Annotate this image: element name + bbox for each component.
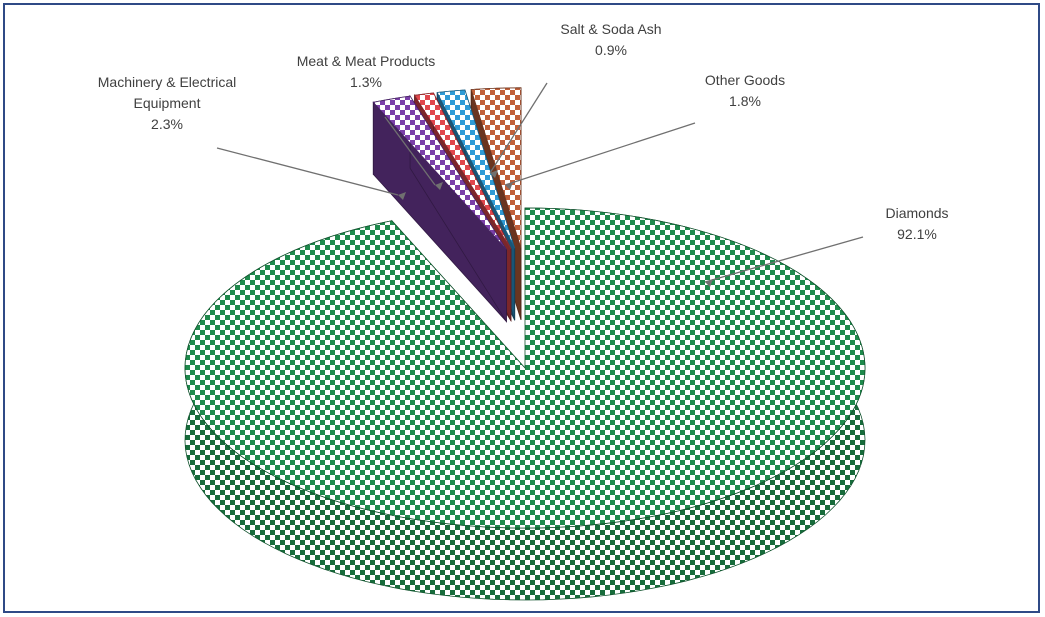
data-label-diamonds: Diamonds 92.1% [885,205,948,242]
leader-line-meat-meat-products [384,116,436,186]
data-label-name: Meat & Meat Products [297,53,436,69]
data-label-meat-meat-products: Meat & Meat Products 1.3% [297,53,436,90]
data-label-name: Diamonds [885,205,948,221]
leader-arrow-machinery-electrical-equipment [398,192,406,200]
label-layer: Diamonds 92.1% Machinery & Electrical Equip… [98,21,949,287]
data-label-name: Other Goods [705,72,785,88]
leader-line-diamonds [704,236,864,283]
data-label-name: Salt & Soda Ash [560,21,661,37]
leader-arrow-meat-meat-products [435,182,443,190]
pie-slice-other-goods [372,94,507,323]
pie-slice-diamonds [184,207,866,601]
data-label-machinery-electrical-equipment: Machinery & Electrical Equipment 2.3% [98,74,237,132]
data-label-value: 1.8% [729,93,761,109]
chart-frame: Diamonds 92.1% Machinery & Electrical Equip… [3,3,1040,613]
data-label-name: Equipment [134,95,201,111]
pie-chart: Diamonds 92.1% Machinery & Electrical Equip… [98,21,949,601]
leader-line-other-goods [504,122,696,186]
data-label-name: Machinery & Electrical [98,74,237,90]
data-label-value: 92.1% [897,226,937,242]
leader-arrow-salt-soda-ash [490,170,498,178]
leader-arrow-diamonds [705,279,713,287]
data-label-other-goods: Other Goods 1.8% [705,72,785,109]
data-label-value: 1.3% [350,74,382,90]
data-label-salt-soda-ash: Salt & Soda Ash 0.9% [560,21,661,58]
leader-arrow-other-goods [505,182,513,190]
pie-layer [184,87,866,601]
leader-line-machinery-electrical-equipment [216,147,399,196]
leader-line-salt-soda-ash [489,82,548,174]
data-label-value: 2.3% [151,116,183,132]
data-label-value: 0.9% [595,42,627,58]
